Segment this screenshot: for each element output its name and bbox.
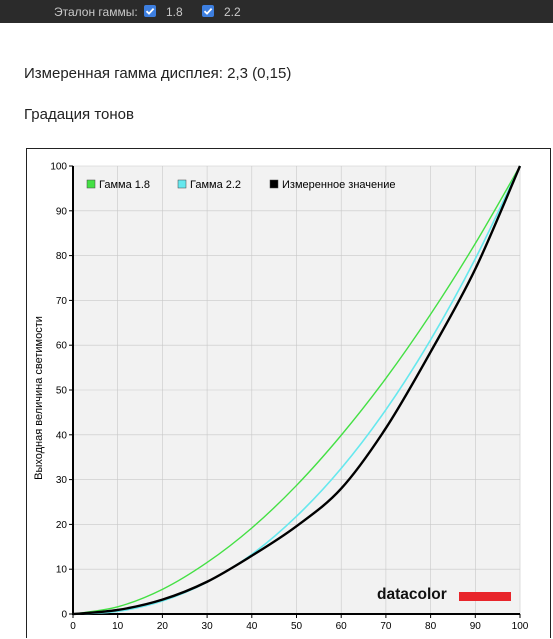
legend-swatch-2 [177, 179, 187, 189]
gamma-reference-bar: Эталон гаммы: 1.8 2.2 [0, 0, 553, 23]
y-tick-label: 60 [56, 341, 68, 352]
legend-swatch-3 [269, 179, 279, 189]
legend-label-1: Гамма 1.8 [99, 179, 150, 191]
x-tick-label: 50 [291, 621, 303, 632]
y-tick-label: 100 [50, 162, 67, 173]
x-tick-label: 80 [425, 621, 437, 632]
y-tick-label: 50 [56, 386, 68, 397]
series-line-2 [72, 165, 521, 615]
tone-gradation-chart-panel: 0 10 20 30 40 50 60 70 80 90 100 0 10 20 30 40 50 60 70 80 9… [26, 148, 551, 638]
x-tick-label: 90 [470, 621, 482, 632]
series-line-3 [72, 165, 522, 616]
tone-gradation-chart: 0 10 20 30 40 50 60 70 80 90 100 0 10 20 30 40 50 60 70 80 9… [33, 162, 529, 633]
measured-gamma-text: Измеренная гамма дисплея: 2,3 (0,15) [24, 65, 292, 82]
gamma-1-8-checkbox[interactable] [144, 5, 156, 17]
y-tick-label: 70 [56, 296, 68, 307]
gamma-2-2-checkbox[interactable] [202, 5, 214, 17]
x-tick-label: 20 [157, 621, 169, 632]
x-tick-label: 40 [246, 621, 258, 632]
series-line-1 [72, 165, 521, 615]
y-tick-label: 10 [56, 565, 68, 576]
y-tick-label: 20 [56, 520, 68, 531]
y-tick-label: 90 [56, 206, 68, 217]
x-tick-label: 10 [112, 621, 124, 632]
legend-label-3: Измеренное значение [282, 179, 396, 191]
check-icon [145, 7, 155, 15]
gamma-2-2-label: 2.2 [224, 5, 241, 19]
x-tick-label: 100 [512, 621, 529, 632]
x-tick-label: 70 [380, 621, 392, 632]
y-tick-label: 0 [61, 610, 67, 621]
datacolor-logo: datacolor [377, 586, 447, 603]
x-tick-label: 0 [70, 621, 76, 632]
datacolor-logo-bar [459, 592, 511, 601]
legend-label-2: Гамма 2.2 [190, 179, 241, 191]
x-tick-label: 60 [336, 621, 348, 632]
gamma-1-8-label: 1.8 [166, 5, 183, 19]
gamma-reference-label: Эталон гаммы: [54, 5, 138, 19]
y-tick-label: 40 [56, 430, 68, 441]
check-icon [203, 7, 213, 15]
x-tick-label: 30 [202, 621, 214, 632]
tone-gradation-title: Градация тонов [24, 106, 134, 123]
y-axis-label: Выходная величина светимости [33, 316, 45, 480]
legend-swatch-1 [86, 179, 96, 189]
y-tick-label: 80 [56, 251, 68, 262]
y-tick-label: 30 [56, 475, 68, 486]
